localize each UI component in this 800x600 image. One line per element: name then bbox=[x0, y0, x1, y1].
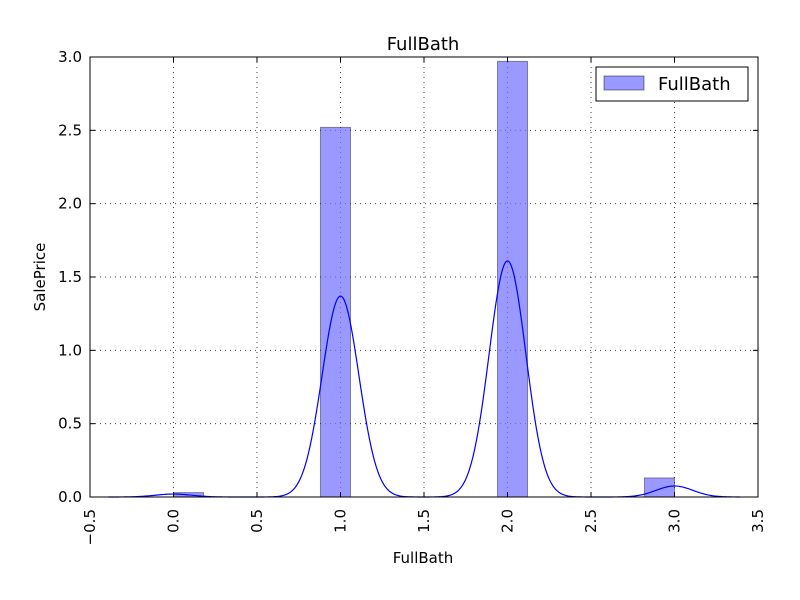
kde-curve-layer bbox=[108, 260, 740, 498]
x-tick-label: 2.5 bbox=[582, 509, 600, 533]
x-axis-title: FullBath bbox=[393, 549, 454, 567]
axis-ticks: −0.5 0.0 0.5 1.0 1.5 2.0 2.5 3.0 3.5 0.0 0.5 1.0 1.5… bbox=[58, 48, 767, 545]
x-tick-label: 1.5 bbox=[415, 509, 433, 533]
y-tick-label: 2.0 bbox=[58, 195, 82, 213]
histogram-bar bbox=[319, 126, 352, 498]
x-tick-label: 1.0 bbox=[332, 509, 350, 533]
histogram-bar bbox=[496, 60, 529, 498]
x-tick-label: −0.5 bbox=[81, 509, 99, 545]
kde-curve bbox=[108, 260, 740, 498]
x-tick-label: 2.0 bbox=[499, 509, 517, 533]
chart-title: FullBath bbox=[387, 34, 460, 55]
y-tick-label: 2.5 bbox=[58, 121, 82, 139]
legend-swatch bbox=[603, 75, 645, 91]
x-tick-label: 0.5 bbox=[248, 509, 266, 533]
y-tick-label: 1.0 bbox=[58, 341, 82, 359]
y-tick-label: 0.5 bbox=[58, 415, 82, 433]
y-tick-label: 0.0 bbox=[58, 488, 82, 506]
x-tick-label: 3.5 bbox=[749, 509, 767, 533]
y-axis-title: SalePrice bbox=[31, 243, 49, 312]
y-tick-label: 1.5 bbox=[58, 268, 82, 286]
histogram-bars bbox=[173, 60, 676, 498]
histogram-bar bbox=[643, 477, 676, 498]
x-tick-label: 0.0 bbox=[165, 509, 183, 533]
y-tick-label: 3.0 bbox=[58, 48, 82, 66]
legend-label: FullBath bbox=[658, 74, 731, 95]
grid-lines bbox=[90, 57, 758, 497]
x-tick-label: 3.0 bbox=[666, 509, 684, 533]
legend: FullBath bbox=[595, 66, 749, 102]
